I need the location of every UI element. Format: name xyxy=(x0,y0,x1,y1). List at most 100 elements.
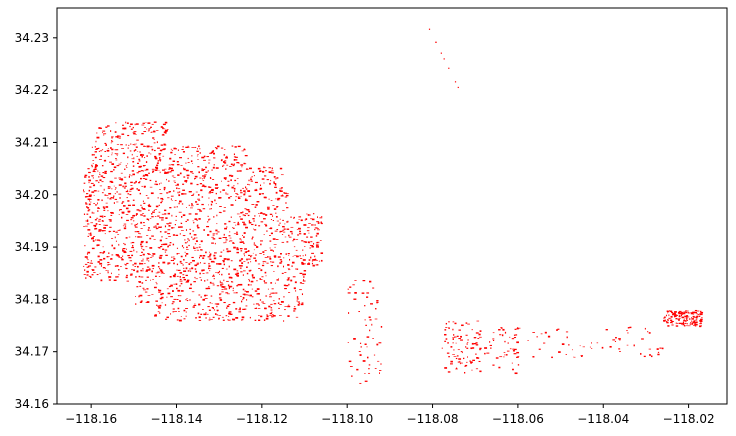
footprint-mark xyxy=(258,319,261,321)
footprint-mark xyxy=(86,256,88,258)
footprint-mark xyxy=(180,290,184,292)
footprint-mark xyxy=(162,261,166,264)
footprint-mark xyxy=(130,143,132,145)
footprint-mark xyxy=(228,311,232,313)
footprint-mark xyxy=(571,349,573,351)
footprint-mark xyxy=(163,131,167,133)
footprint-mark xyxy=(124,168,126,170)
footprint-mark xyxy=(101,199,103,202)
footprint-mark xyxy=(241,262,244,265)
footprint-mark xyxy=(196,203,199,205)
footprint-mark xyxy=(248,184,251,186)
footprint-mark xyxy=(254,319,257,321)
footprint-mark xyxy=(454,322,457,325)
footprint-mark xyxy=(267,288,269,290)
footprint-mark xyxy=(154,166,158,169)
footprint-mark xyxy=(292,276,296,278)
footprint-mark xyxy=(223,258,227,260)
footprint-mark xyxy=(93,190,97,192)
footprint-mark xyxy=(130,242,133,244)
footprint-mark xyxy=(675,314,678,316)
footprint-mark xyxy=(307,263,311,265)
footprint-mark xyxy=(202,208,206,210)
footprint-mark xyxy=(148,129,150,131)
footprint-mark xyxy=(198,218,201,220)
footprint-mark xyxy=(190,205,194,207)
footprint-mark xyxy=(240,192,243,194)
footprint-mark xyxy=(211,201,214,203)
footprint-mark xyxy=(228,287,230,290)
footprint-mark xyxy=(159,267,161,270)
footprint-mark xyxy=(122,225,125,227)
footprint-mark xyxy=(140,153,143,155)
footprint-mark xyxy=(196,247,199,249)
footprint-mark xyxy=(126,262,129,265)
footprint-mark xyxy=(211,150,214,152)
footprint-mark xyxy=(359,342,362,344)
footprint-mark xyxy=(230,260,233,262)
footprint-mark xyxy=(129,250,133,252)
footprint-mark xyxy=(176,184,179,186)
footprint-mark xyxy=(119,209,122,211)
footprint-mark xyxy=(143,222,145,224)
footprint-mark xyxy=(161,302,163,304)
footprint-mark xyxy=(87,265,90,268)
footprint-mark xyxy=(201,156,205,159)
footprint-mark xyxy=(230,216,232,218)
footprint-mark xyxy=(206,225,210,228)
footprint-mark xyxy=(94,146,96,148)
footprint-mark xyxy=(203,313,207,316)
footprint-mark xyxy=(108,230,112,232)
footprint-mark xyxy=(187,238,189,240)
footprint-mark xyxy=(146,259,149,261)
footprint-mark xyxy=(202,184,205,187)
footprint-mark xyxy=(122,124,124,126)
footprint-mark xyxy=(699,323,702,325)
footprint-mark xyxy=(88,189,91,192)
footprint-mark xyxy=(448,321,450,323)
footprint-mark xyxy=(139,192,142,195)
footprint-mark xyxy=(279,167,283,170)
footprint-mark xyxy=(248,279,250,282)
footprint-mark xyxy=(212,275,215,277)
footprint-mark xyxy=(140,204,142,206)
footprint-mark xyxy=(228,304,231,305)
footprint-mark xyxy=(690,312,694,315)
footprint-mark xyxy=(140,214,143,216)
footprint-mark xyxy=(475,342,478,344)
footprint-mark xyxy=(450,360,453,363)
footprint-mark xyxy=(249,269,252,271)
footprint-mark xyxy=(205,166,207,169)
footprint-mark xyxy=(91,164,93,167)
footprint-mark xyxy=(288,269,291,271)
footprint-mark xyxy=(279,188,282,190)
footprint-mark xyxy=(130,123,133,125)
footprint-mark xyxy=(151,294,154,295)
footprint-mark xyxy=(248,278,250,280)
footprint-mark xyxy=(125,144,127,146)
footprint-mark xyxy=(478,333,481,336)
footprint-mark xyxy=(470,362,472,364)
footprint-mark xyxy=(159,269,163,271)
footprint-mark xyxy=(266,230,268,232)
footprint-mark xyxy=(310,218,313,220)
footprint-mark xyxy=(159,217,161,219)
footprint-mark xyxy=(96,239,100,241)
footprint-mark xyxy=(219,206,222,208)
footprint-mark xyxy=(284,287,287,290)
footprint-mark xyxy=(288,306,291,307)
footprint-mark xyxy=(504,331,507,334)
footprint-mark xyxy=(125,190,129,193)
footprint-mark xyxy=(295,268,297,270)
footprint-mark xyxy=(245,188,248,190)
footprint-mark xyxy=(640,352,642,355)
footprint-mark xyxy=(199,210,203,212)
footprint-mark xyxy=(135,143,137,145)
footprint-mark xyxy=(461,351,463,354)
footprint-mark xyxy=(194,237,196,240)
footprint-mark xyxy=(678,316,681,318)
footprint-mark xyxy=(111,181,113,183)
footprint-mark xyxy=(199,177,202,179)
footprint-mark xyxy=(147,130,150,132)
footprint-mark xyxy=(627,327,630,329)
